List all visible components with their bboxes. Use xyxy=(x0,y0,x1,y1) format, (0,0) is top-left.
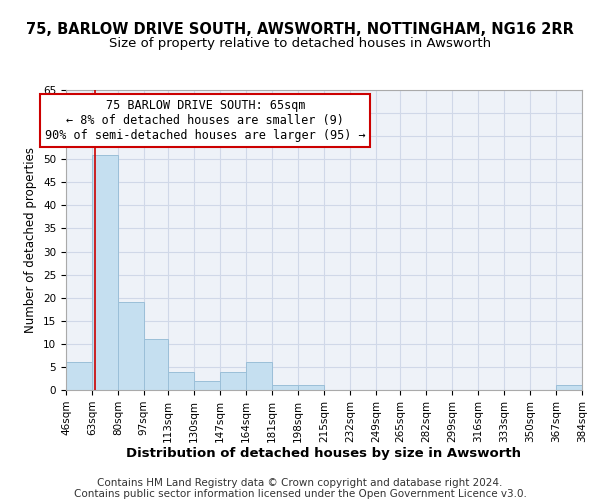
X-axis label: Distribution of detached houses by size in Awsworth: Distribution of detached houses by size … xyxy=(127,448,521,460)
Bar xyxy=(144,339,168,390)
Bar xyxy=(298,386,324,390)
Bar xyxy=(220,372,246,390)
Y-axis label: Number of detached properties: Number of detached properties xyxy=(25,147,37,333)
Bar xyxy=(66,362,92,390)
Bar xyxy=(194,381,220,390)
Bar xyxy=(556,386,582,390)
Bar xyxy=(92,154,118,390)
Bar xyxy=(272,386,298,390)
Bar xyxy=(168,372,194,390)
Text: Size of property relative to detached houses in Awsworth: Size of property relative to detached ho… xyxy=(109,38,491,51)
Text: Contains HM Land Registry data © Crown copyright and database right 2024.: Contains HM Land Registry data © Crown c… xyxy=(97,478,503,488)
Text: Contains public sector information licensed under the Open Government Licence v3: Contains public sector information licen… xyxy=(74,489,526,499)
Text: 75, BARLOW DRIVE SOUTH, AWSWORTH, NOTTINGHAM, NG16 2RR: 75, BARLOW DRIVE SOUTH, AWSWORTH, NOTTIN… xyxy=(26,22,574,38)
Text: 75 BARLOW DRIVE SOUTH: 65sqm
← 8% of detached houses are smaller (9)
90% of semi: 75 BARLOW DRIVE SOUTH: 65sqm ← 8% of det… xyxy=(45,99,365,142)
Bar xyxy=(118,302,144,390)
Bar xyxy=(246,362,272,390)
